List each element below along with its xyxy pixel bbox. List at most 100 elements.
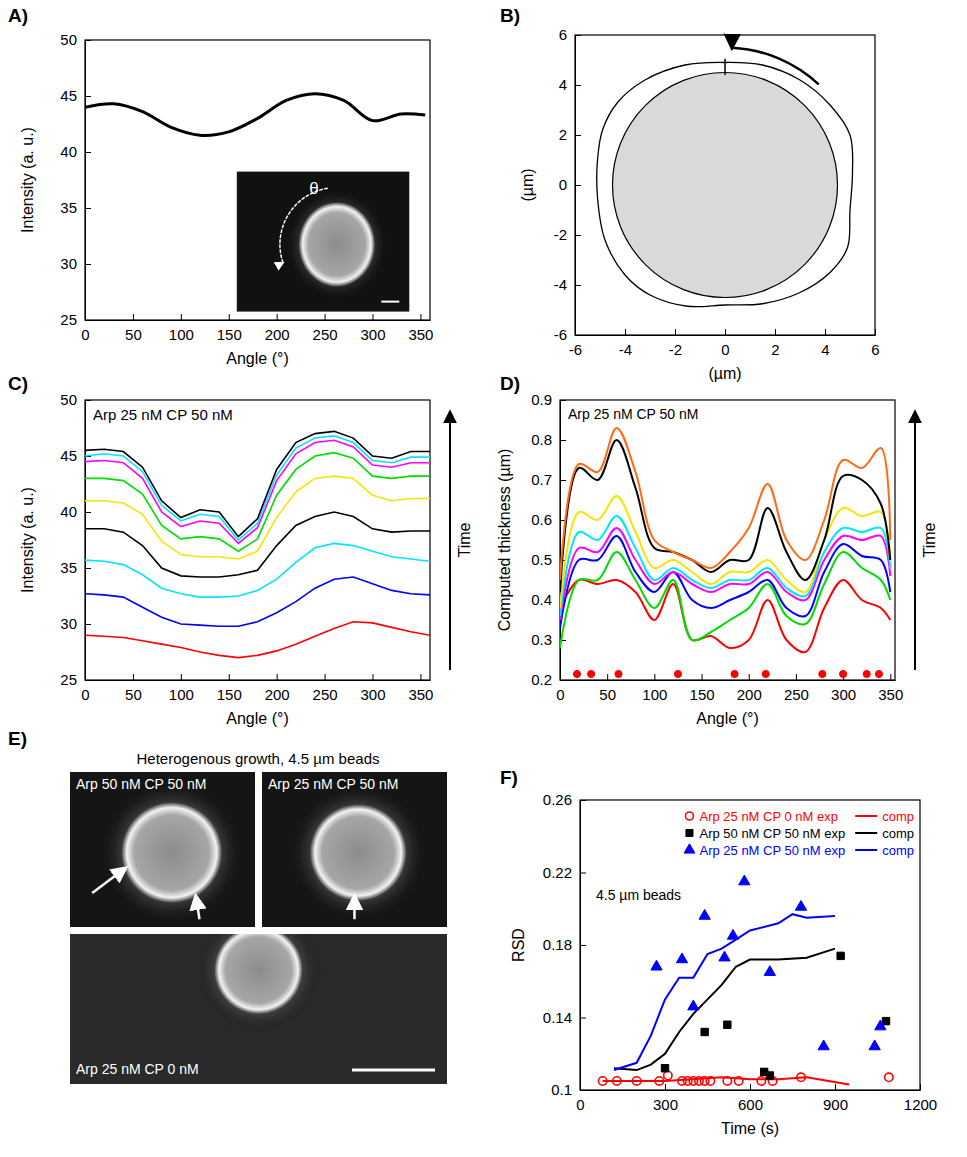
y-axis: 253035404550 xyxy=(60,391,91,688)
tick-label: 600 xyxy=(738,1096,763,1113)
tick: 300 xyxy=(360,314,385,343)
marker xyxy=(819,670,826,677)
tick: 200 xyxy=(737,674,762,703)
marker xyxy=(701,1028,708,1035)
tick-mark xyxy=(750,1084,751,1090)
tick-label: 0.9 xyxy=(531,391,552,408)
line xyxy=(560,496,890,608)
tick-label: 6 xyxy=(871,341,879,358)
arrow-label: Time xyxy=(921,522,938,557)
tick-mark xyxy=(675,329,676,335)
tick-label: 150 xyxy=(690,686,715,703)
tick-label: 0 xyxy=(556,686,564,703)
tick-label: 0.4 xyxy=(531,591,552,608)
y-axis-title: Intensity (a. u.) xyxy=(19,487,36,593)
tick-label: 0.3 xyxy=(531,631,552,648)
tick-label: 0 xyxy=(559,176,567,193)
tick-mark xyxy=(325,314,326,320)
y-axis: 253035404550 xyxy=(60,31,91,328)
tick: -4 xyxy=(554,276,581,293)
tick-mark xyxy=(775,329,776,335)
tick: 50 xyxy=(599,674,616,703)
micrograph xyxy=(262,772,447,927)
x-axis-title: Time (s) xyxy=(721,1120,779,1137)
tick: -4 xyxy=(619,329,632,358)
panel-letter: A) xyxy=(8,5,28,26)
tick: 0.8 xyxy=(531,431,566,448)
scale-bar xyxy=(352,1069,435,1072)
marker xyxy=(661,1065,668,1072)
tick: 200 xyxy=(265,314,290,343)
tick-label: 50 xyxy=(125,686,142,703)
tick: 40 xyxy=(60,143,91,160)
tick-mark xyxy=(181,674,182,680)
annotation: 4.5 µm beads xyxy=(596,887,681,903)
line xyxy=(85,440,430,543)
line xyxy=(614,949,835,1070)
x-axis-title: Angle (°) xyxy=(696,710,758,727)
bead-disc xyxy=(613,73,838,298)
tick: 250 xyxy=(784,674,809,703)
y-axis-title: Intensity (a. u.) xyxy=(19,127,36,233)
tick-mark xyxy=(575,135,581,136)
tick-label: 200 xyxy=(265,686,290,703)
tick: 40 xyxy=(60,503,91,520)
tick-label: 250 xyxy=(313,686,338,703)
tick-mark xyxy=(373,674,374,680)
line xyxy=(85,436,430,540)
annotation: Arp 25 nM CP 50 nM xyxy=(93,406,233,423)
line xyxy=(560,428,890,580)
angle-arrow xyxy=(280,188,328,263)
marker xyxy=(739,875,750,885)
tick-label: 50 xyxy=(60,391,77,408)
tick: 50 xyxy=(125,314,142,343)
tick: 100 xyxy=(642,674,667,703)
tick-mark xyxy=(607,674,608,680)
panel: 050100150200250300350253035404550Angle (… xyxy=(19,31,433,367)
arrow xyxy=(914,412,916,670)
panel-letter: E) xyxy=(8,728,27,749)
panel-letter: D) xyxy=(500,373,520,394)
marker xyxy=(882,1017,889,1024)
tick-mark xyxy=(580,945,586,946)
tick-mark xyxy=(85,152,91,153)
line xyxy=(85,622,430,658)
inset-background xyxy=(237,172,409,312)
marker xyxy=(837,952,844,959)
image-label: Arp 50 nM CP 50 nM xyxy=(76,776,206,792)
plot-area xyxy=(560,428,890,678)
bead xyxy=(215,934,303,1014)
tick-label: 35 xyxy=(60,199,77,216)
frame xyxy=(575,35,875,335)
bead-halo xyxy=(289,783,428,922)
tick: 900 xyxy=(823,1084,848,1113)
image-background xyxy=(70,772,255,927)
frame xyxy=(560,400,895,680)
tick: 50 xyxy=(125,674,142,703)
marker xyxy=(762,670,769,677)
panel-letter: C) xyxy=(8,373,28,394)
image-label: Arp 25 nM CP 50 nM xyxy=(268,776,398,792)
line xyxy=(560,580,890,653)
tick-label: 40 xyxy=(60,143,77,160)
legend-label: comp xyxy=(882,843,914,858)
tick-mark xyxy=(796,674,797,680)
tick-label: 250 xyxy=(313,326,338,343)
tick-label: 0.8 xyxy=(531,431,552,448)
tick: 300 xyxy=(653,1084,678,1113)
plot-area xyxy=(598,875,893,1085)
tick-label: 0 xyxy=(81,686,89,703)
tick-label: -2 xyxy=(669,341,682,358)
tick: 200 xyxy=(265,674,290,703)
tick-mark xyxy=(580,1018,586,1019)
y-axis-title: RSD xyxy=(510,928,527,962)
plot-area xyxy=(85,94,425,136)
tick-mark xyxy=(825,329,826,335)
marker xyxy=(719,951,730,961)
arrow-label: Time xyxy=(456,522,473,557)
tick-label: 350 xyxy=(408,326,433,343)
tick-mark xyxy=(575,285,581,286)
inset-image: θ xyxy=(237,172,409,312)
legend-label: comp xyxy=(882,826,914,841)
tick-label: 0.18 xyxy=(543,936,572,953)
